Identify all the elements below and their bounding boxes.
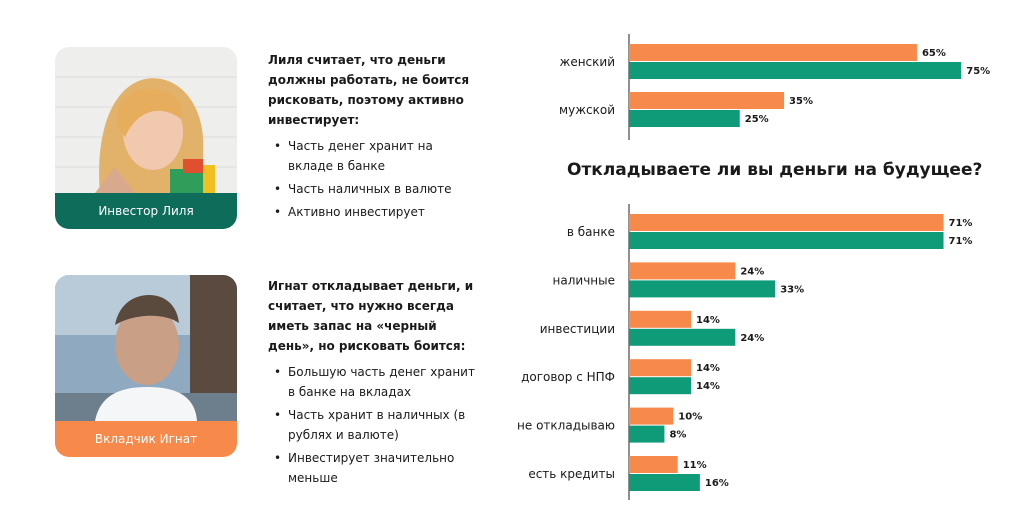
data-label: 25% <box>745 114 769 125</box>
chart-title: Откладываете ли вы деньги на будущее? <box>567 160 983 180</box>
bar-orange <box>629 262 736 280</box>
bar-green <box>629 425 665 443</box>
data-label: 11% <box>683 460 707 471</box>
category-label: договор с НПФ <box>521 370 615 384</box>
lilya-bullet: Часть денег хранит на вкладе в банке <box>268 136 478 176</box>
data-label: 24% <box>740 266 764 277</box>
lilya-description: Лиля считает, что деньги должны работать… <box>268 50 478 225</box>
lilya-heading: Лиля считает, что деньги должны работать… <box>268 53 470 127</box>
bar-green <box>629 110 740 127</box>
bar-green <box>629 328 736 346</box>
category-label: есть кредиты <box>528 467 615 481</box>
bar-green <box>629 62 962 79</box>
data-label: 35% <box>789 96 813 107</box>
ignat-photo <box>55 275 237 421</box>
data-label: 71% <box>949 218 973 229</box>
data-label: 71% <box>949 236 973 247</box>
bar-green <box>629 474 700 491</box>
persona-card-ignat: Вкладчик Игнат <box>55 275 237 457</box>
data-label: 14% <box>696 315 720 326</box>
persona-card-lilya: Инвестор Лиля <box>55 47 237 229</box>
bar-orange <box>629 214 944 231</box>
data-label: 10% <box>678 412 702 423</box>
data-label: 16% <box>705 478 729 489</box>
ignat-bullet-list: Большую часть денег хранит в банке на вк… <box>268 362 478 488</box>
ignat-bullet: Инвестирует значительно меньше <box>268 448 478 488</box>
bar-green <box>629 232 944 249</box>
bar-green <box>629 280 776 298</box>
lilya-caption: Инвестор Лиля <box>55 193 237 229</box>
category-label: в банке <box>567 225 615 239</box>
data-label: 24% <box>740 333 764 344</box>
lilya-bullet: Активно инвестирует <box>268 202 478 222</box>
category-label: инвестиции <box>540 322 615 336</box>
bar-orange <box>629 92 785 109</box>
data-label: 75% <box>966 66 990 77</box>
bar-orange <box>629 359 692 377</box>
lilya-bullet-list: Часть денег хранит на вкладе в банке Час… <box>268 136 478 222</box>
data-label: 14% <box>696 381 720 392</box>
bar-orange <box>629 407 674 425</box>
category-label: наличные <box>553 273 615 287</box>
ignat-bullet: Большую часть денег хранит в банке на вк… <box>268 362 478 402</box>
ignat-description: Игнат откладывает деньги, и считает, что… <box>268 276 478 491</box>
data-label: 14% <box>696 363 720 374</box>
bar-green <box>629 377 692 395</box>
category-label: не откладываю <box>517 419 615 433</box>
lilya-photo <box>55 47 237 193</box>
lilya-bullet: Часть наличных в валюте <box>268 179 478 199</box>
data-label: 33% <box>780 284 804 295</box>
bar-orange <box>629 456 678 473</box>
ignat-bullet: Часть хранит в наличных (в рублях и валю… <box>268 405 478 445</box>
category-label: мужской <box>559 103 615 117</box>
data-label: 65% <box>922 48 946 59</box>
ignat-heading: Игнат откладывает деньги, и считает, что… <box>268 279 474 353</box>
bar-orange <box>629 44 917 61</box>
category-label: женский <box>560 55 615 69</box>
ignat-caption: Вкладчик Игнат <box>55 421 237 457</box>
bar-orange <box>629 310 692 328</box>
data-label: 8% <box>669 430 686 441</box>
